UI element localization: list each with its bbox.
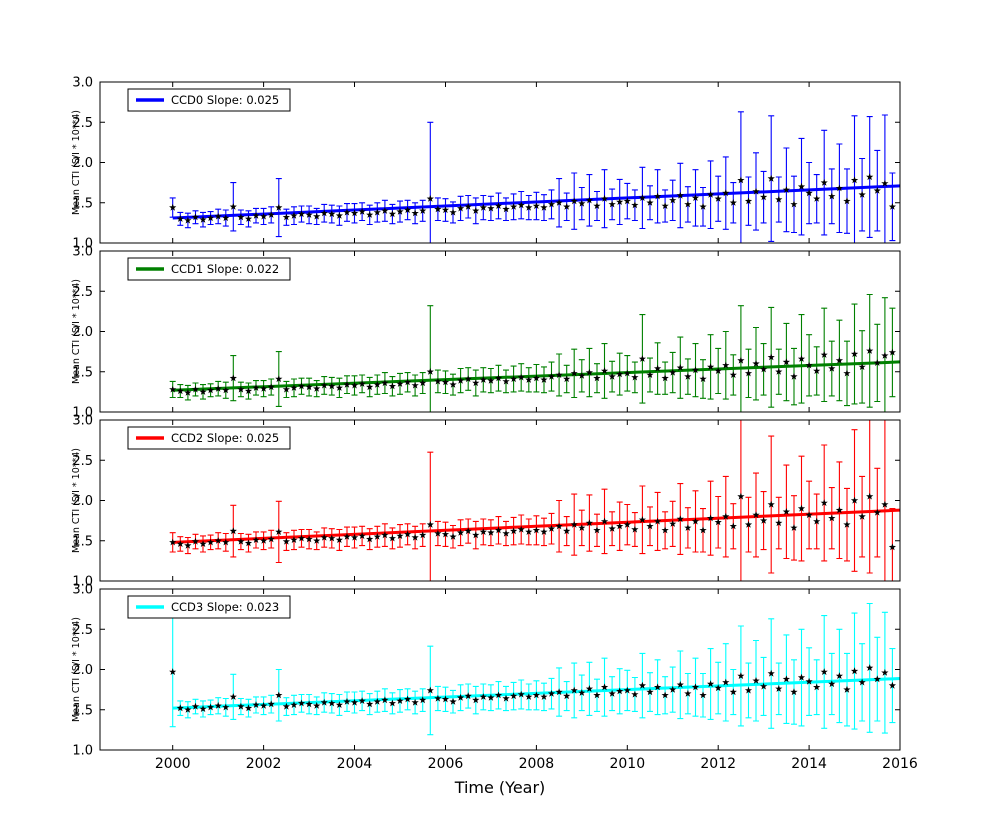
- y-tick-label: 1.5: [72, 365, 93, 380]
- x-tick-label: 2014: [791, 756, 827, 772]
- y-axis-title-ccd3: Mean CTI (S/I * 10**4): [71, 617, 82, 722]
- legend-label-ccd3: CCD3 Slope: 0.023: [171, 600, 279, 614]
- y-tick-label: 2.5: [72, 454, 93, 469]
- y-tick-label: 2.5: [72, 285, 93, 300]
- errorbars-ccd2: [169, 420, 896, 581]
- y-tick-label: 1.5: [72, 703, 93, 718]
- y-tick-label: 2.5: [72, 623, 93, 638]
- legend-ccd3: CCD3 Slope: 0.023: [127, 595, 291, 619]
- x-tick-label: 2000: [155, 756, 191, 772]
- legend-box-ccd1: [127, 257, 291, 281]
- y-tick-label: 2.0: [72, 663, 93, 678]
- y-tick-label: 3.0: [72, 414, 93, 429]
- panel-ccd1: 1.0 1.5 2.0 2.5 3.0 CCD1 Slope: 0.022: [72, 245, 901, 421]
- x-axis-title: Time (Year): [454, 778, 546, 797]
- legend-label-ccd0: CCD0 Slope: 0.025: [171, 93, 279, 107]
- y-tick-label: 1.0: [72, 237, 93, 252]
- y-tick-label: 1.0: [72, 744, 93, 759]
- y-tick-label: 1.0: [72, 575, 93, 590]
- x-tick-label: 2006: [428, 756, 464, 772]
- y-tick-label: 1.5: [72, 196, 93, 211]
- panel-ccd3-data: [169, 602, 900, 736]
- y-tick-label: 2.0: [72, 494, 93, 509]
- x-tick-label: 2008: [519, 756, 555, 772]
- x-tick-label: 2004: [337, 756, 373, 772]
- x-tick-label: 2010: [609, 756, 645, 772]
- y-tick-label: 3.0: [72, 76, 93, 91]
- star-markers-ccd3: [169, 664, 897, 713]
- legend-box-ccd2: [127, 426, 291, 450]
- star-markers-ccd0: [169, 173, 897, 224]
- legend-box-ccd0: [127, 88, 291, 112]
- x-tick-label: 2012: [700, 756, 736, 772]
- y-tick-label: 1.5: [72, 534, 93, 549]
- panel-ccd0: 1.0 1.5 2.0 2.5 3.0 CCD0 Slope: 0.025: [72, 76, 901, 252]
- panels-group: 1.0 1.5 2.0 2.5 3.0 CCD0 Slope: 0.025 1.0 1.5 2.…: [72, 76, 918, 773]
- legend-ccd0: CCD0 Slope: 0.025: [127, 88, 291, 112]
- y-axis-title-ccd1: Mean CTI (S/I * 10**4): [71, 279, 82, 384]
- axis-ticks-ccd2: [100, 419, 901, 582]
- y-axis-title-ccd0: Mean CTI (S/I * 10**4): [71, 110, 82, 215]
- axis-ticks-ccd3: [100, 588, 901, 751]
- x-tick-label: 2016: [882, 756, 918, 772]
- panel-ccd3: 1.0 1.5 2.0 2.5 3.0 2000 2002 2004 2006 2008 2010 2…: [72, 583, 918, 773]
- y-tick-label: 2.0: [72, 325, 93, 340]
- legend-ccd1: CCD1 Slope: 0.022: [127, 257, 291, 281]
- axis-ticks-ccd1: [100, 250, 901, 413]
- legend-label-ccd2: CCD2 Slope: 0.025: [171, 431, 279, 445]
- panel-ccd2-data: [169, 420, 900, 581]
- y-tick-label: 3.0: [72, 245, 93, 260]
- legend-ccd2: CCD2 Slope: 0.025: [127, 426, 291, 450]
- x-tick-label: 2002: [246, 756, 282, 772]
- y-tick-label: 2.0: [72, 156, 93, 171]
- star-markers-ccd1: [169, 347, 897, 396]
- y-tick-label: 1.0: [72, 406, 93, 421]
- legend-label-ccd1: CCD1 Slope: 0.022: [171, 262, 279, 276]
- y-tick-label: 3.0: [72, 583, 93, 598]
- axis-ticks-ccd0: [100, 81, 901, 244]
- y-tick-label: 2.5: [72, 116, 93, 131]
- panel-ccd2: 1.0 1.5 2.0 2.5 3.0 CCD2 Slope: 0.025: [72, 414, 901, 590]
- errorbars-ccd3: [169, 602, 896, 736]
- panel-ccd0-data: [169, 111, 900, 243]
- panel-ccd1-data: [169, 293, 900, 412]
- y-axis-title-ccd2: Mean CTI (S/I * 10**4): [71, 448, 82, 553]
- legend-box-ccd3: [127, 595, 291, 619]
